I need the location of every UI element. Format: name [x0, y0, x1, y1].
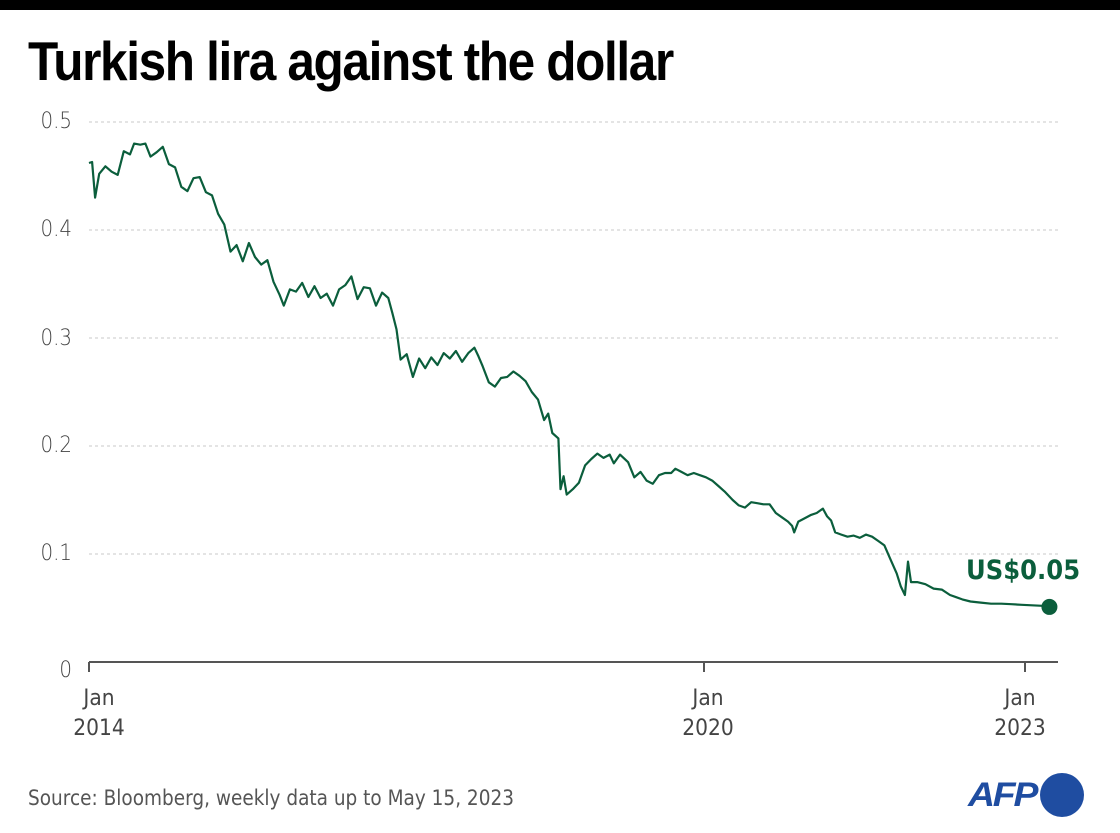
- x-tick-label-2014: Jan 2014: [53, 684, 145, 744]
- x-tick-label-2023: Jan 2023: [974, 684, 1066, 744]
- lira-dollar-line: [88, 142, 1050, 608]
- x-tick-month: Jan: [692, 686, 724, 711]
- latest-value-marker: [1041, 598, 1058, 615]
- afp-logo-circle-icon: [1040, 773, 1084, 817]
- chart-title: Turkish lira against the dollar: [28, 30, 674, 92]
- y-tick-label: 0.5: [40, 109, 73, 134]
- y-tick-label: 0.3: [40, 326, 73, 351]
- gridlines: [89, 121, 1060, 555]
- x-tick-year: 2014: [73, 716, 125, 741]
- y-tick-label: 0.1: [40, 541, 73, 566]
- source-note: Source: Bloomberg, weekly data up to May…: [28, 786, 514, 810]
- top-rule: [0, 0, 1120, 10]
- afp-logo-text: AFP: [968, 775, 1038, 814]
- latest-value-annotation: US$0.05: [966, 555, 1081, 586]
- x-axis: [88, 661, 1058, 672]
- y-tick-label: 0.2: [40, 433, 73, 458]
- y-tick-label: 0.4: [40, 217, 73, 242]
- x-tick-month: Jan: [1004, 686, 1036, 711]
- x-tick-year: 2020: [682, 716, 734, 741]
- x-tick-month: Jan: [83, 686, 115, 711]
- x-tick-year: 2023: [994, 716, 1046, 741]
- y-tick-label: 0: [59, 658, 72, 683]
- afp-logo: AFP: [968, 772, 1084, 818]
- x-tick-label-2020: Jan 2020: [662, 684, 754, 744]
